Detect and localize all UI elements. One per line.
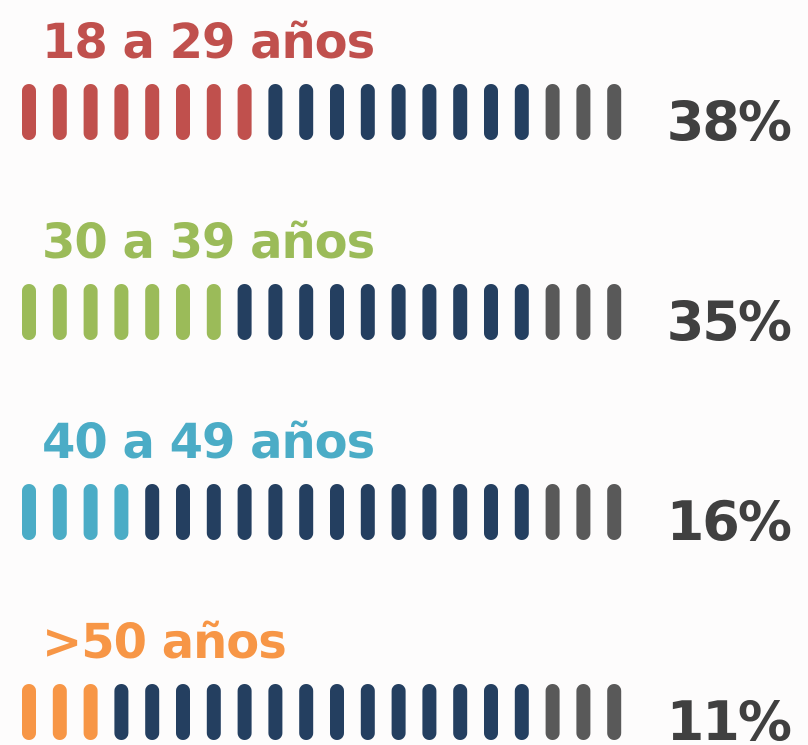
icon-pill bbox=[237, 284, 252, 340]
icon-pill bbox=[114, 484, 129, 540]
icon-pill bbox=[545, 484, 560, 540]
icon-pill bbox=[514, 84, 529, 140]
icon-pill bbox=[83, 684, 98, 740]
icon-pill bbox=[176, 284, 190, 340]
icon-pill bbox=[607, 84, 622, 140]
icon-pill bbox=[330, 484, 344, 540]
icon-pill bbox=[176, 484, 190, 540]
icon-pill bbox=[83, 84, 98, 140]
icon-pill bbox=[360, 484, 375, 540]
value-label: 11% bbox=[667, 690, 791, 745]
icon-pill bbox=[576, 484, 591, 540]
icon-pill bbox=[145, 684, 160, 740]
icon-pill bbox=[83, 484, 98, 540]
icon-pill bbox=[422, 284, 437, 340]
icon-pill bbox=[237, 84, 252, 140]
icon-pill bbox=[360, 84, 375, 140]
icon-pill bbox=[299, 84, 314, 140]
icon-pill bbox=[176, 684, 190, 740]
icon-pill bbox=[576, 284, 591, 340]
icon-pill bbox=[114, 284, 129, 340]
icon-pill bbox=[607, 484, 622, 540]
icon-pill bbox=[52, 84, 67, 140]
icon-pill bbox=[576, 684, 591, 740]
icon-pill bbox=[330, 284, 344, 340]
value-label: 16% bbox=[667, 490, 791, 553]
category-label: 30 a 39 años bbox=[42, 214, 374, 270]
icon-pill bbox=[422, 484, 437, 540]
category-label: >50 años bbox=[42, 614, 286, 670]
icon-pill bbox=[145, 484, 160, 540]
icon-pill bbox=[299, 684, 314, 740]
icon-pill bbox=[268, 84, 283, 140]
icon-pill bbox=[391, 484, 406, 540]
icon-pill bbox=[52, 684, 67, 740]
icon-pill bbox=[330, 84, 344, 140]
category-label: 18 a 29 años bbox=[42, 14, 374, 70]
icon-pill bbox=[83, 284, 98, 340]
icon-pill bbox=[299, 484, 314, 540]
icon-pill bbox=[176, 84, 190, 140]
icon-pill bbox=[145, 284, 160, 340]
icon-pill bbox=[114, 84, 129, 140]
icon-pill bbox=[607, 284, 622, 340]
icon-pill bbox=[206, 84, 221, 140]
icon-pill bbox=[22, 484, 36, 540]
icon-pill bbox=[299, 284, 314, 340]
icon-pill bbox=[422, 84, 437, 140]
icon-pill bbox=[607, 684, 622, 740]
icon-pill bbox=[360, 284, 375, 340]
icon-pill bbox=[268, 284, 283, 340]
icon-pill bbox=[268, 484, 283, 540]
icon-pill bbox=[545, 284, 560, 340]
icon-pill bbox=[360, 684, 375, 740]
icon-pill bbox=[206, 284, 221, 340]
icon-pill bbox=[237, 484, 252, 540]
icon-pill bbox=[514, 284, 529, 340]
icon-pill bbox=[576, 84, 591, 140]
icon-pill bbox=[52, 284, 67, 340]
icon-pill bbox=[453, 484, 468, 540]
icon-pill bbox=[22, 684, 36, 740]
icon-pill bbox=[453, 84, 468, 140]
icon-pill bbox=[484, 84, 498, 140]
icon-pill bbox=[52, 484, 67, 540]
icon-pill bbox=[484, 284, 498, 340]
icon-pill bbox=[268, 684, 283, 740]
icon-pill bbox=[422, 684, 437, 740]
value-label: 38% bbox=[667, 90, 791, 153]
icon-pill bbox=[453, 684, 468, 740]
icon-pill bbox=[330, 684, 344, 740]
icon-pill bbox=[514, 484, 529, 540]
value-label: 35% bbox=[667, 290, 791, 353]
icon-pill bbox=[145, 84, 160, 140]
icon-pill bbox=[114, 684, 129, 740]
icon-pill bbox=[22, 284, 36, 340]
icon-pill bbox=[391, 284, 406, 340]
icon-pill bbox=[22, 84, 36, 140]
icon-pill bbox=[484, 684, 498, 740]
icon-pill bbox=[206, 484, 221, 540]
icon-pill bbox=[484, 484, 498, 540]
category-label: 40 a 49 años bbox=[42, 414, 374, 470]
icon-pill bbox=[237, 684, 252, 740]
icon-pill bbox=[545, 684, 560, 740]
icon-pill bbox=[206, 684, 221, 740]
icon-pill bbox=[514, 684, 529, 740]
icon-pill bbox=[453, 284, 468, 340]
icon-pill bbox=[391, 684, 406, 740]
icon-pill bbox=[545, 84, 560, 140]
icon-pill bbox=[391, 84, 406, 140]
